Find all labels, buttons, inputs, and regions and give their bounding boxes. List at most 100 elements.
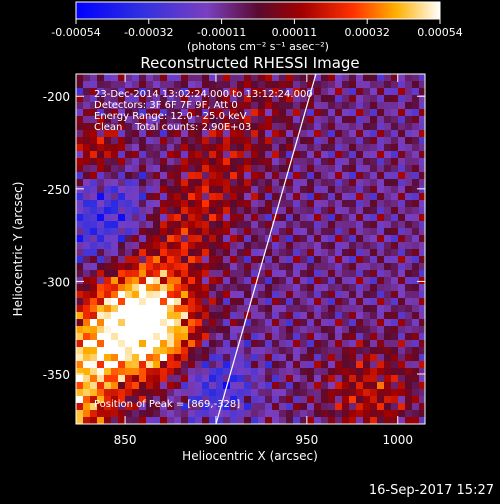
- heatmap-cell: [293, 403, 301, 411]
- heatmap-cell: [307, 382, 315, 390]
- heatmap-cell: [356, 368, 364, 376]
- heatmap-cell: [370, 116, 378, 124]
- heatmap-cell: [293, 375, 301, 383]
- heatmap-cell: [258, 347, 266, 355]
- heatmap-cell: [321, 298, 329, 306]
- heatmap-cell: [167, 319, 175, 327]
- heatmap-cell: [76, 347, 84, 355]
- heatmap-cell: [118, 137, 126, 145]
- heatmap-cell: [104, 165, 112, 173]
- heatmap-cell: [195, 305, 203, 313]
- heatmap-cell: [195, 298, 203, 306]
- heatmap-cell: [356, 172, 364, 180]
- heatmap-cell: [265, 389, 273, 397]
- heatmap-cell: [328, 347, 336, 355]
- heatmap-cell: [272, 368, 280, 376]
- heatmap-cell: [307, 242, 315, 250]
- heatmap-cell: [419, 319, 425, 327]
- heatmap-cell: [139, 193, 147, 201]
- heatmap-cell: [342, 326, 350, 334]
- heatmap-cell: [132, 137, 140, 145]
- heatmap-cell: [405, 319, 413, 327]
- heatmap-cell: [83, 172, 91, 180]
- heatmap-cell: [370, 81, 378, 89]
- y-axis-ticks: -200-250-300-350: [43, 90, 425, 382]
- heatmap-cell: [160, 137, 168, 145]
- heatmap-cell: [125, 214, 133, 222]
- heatmap-cell: [377, 333, 385, 341]
- heatmap-cell: [104, 123, 112, 131]
- heatmap-cell: [244, 74, 252, 82]
- heatmap-cell: [265, 410, 273, 418]
- heatmap-cell: [363, 396, 371, 404]
- heatmap-cell: [419, 326, 425, 334]
- heatmap-cell: [230, 340, 238, 348]
- heatmap-cell: [349, 396, 357, 404]
- heatmap-cell: [342, 165, 350, 173]
- heatmap-cell: [405, 151, 413, 159]
- heatmap-cell: [398, 109, 406, 117]
- heatmap-cell: [181, 116, 189, 124]
- heatmap-cell: [174, 305, 182, 313]
- heatmap-cell: [188, 396, 196, 404]
- heatmap-cell: [279, 270, 287, 278]
- heatmap-cell: [300, 368, 308, 376]
- heatmap-cell: [419, 256, 425, 264]
- heatmap-cell: [279, 130, 287, 138]
- heatmap-cell: [202, 228, 210, 236]
- heatmap-cell: [111, 109, 119, 117]
- heatmap-cell: [146, 137, 154, 145]
- heatmap-cell: [132, 144, 140, 152]
- heatmap-cell: [314, 396, 322, 404]
- heatmap-cell: [160, 81, 168, 89]
- heatmap-cell: [363, 284, 371, 292]
- heatmap-cell: [118, 298, 126, 306]
- heatmap-cell: [349, 417, 357, 424]
- heatmap-cell: [286, 235, 294, 243]
- heatmap-cell: [202, 158, 210, 166]
- heatmap-cell: [188, 291, 196, 299]
- heatmap-cell: [237, 193, 245, 201]
- heatmap-cell: [209, 235, 217, 243]
- heatmap-cell: [321, 389, 329, 397]
- heatmap-cell: [146, 88, 154, 96]
- heatmap-cell: [265, 347, 273, 355]
- heatmap-cell: [223, 228, 231, 236]
- heatmap-cell: [321, 410, 329, 418]
- heatmap-cell: [349, 382, 357, 390]
- heatmap-cell: [300, 340, 308, 348]
- heatmap-cell: [76, 207, 84, 215]
- heatmap-cell: [377, 270, 385, 278]
- heatmap-cell: [223, 305, 231, 313]
- heatmap-cell: [398, 207, 406, 215]
- heatmap-cell: [293, 123, 301, 131]
- heatmap-cell: [181, 214, 189, 222]
- heatmap-cell: [223, 144, 231, 152]
- heatmap-cell: [202, 165, 210, 173]
- heatmap-cell: [370, 340, 378, 348]
- heatmap-cell: [90, 207, 98, 215]
- heatmap-cell: [405, 368, 413, 376]
- heatmap-cell: [293, 109, 301, 117]
- heatmap-cell: [405, 340, 413, 348]
- heatmap-cell: [349, 403, 357, 411]
- heatmap-cell: [195, 389, 203, 397]
- heatmap-cell: [230, 137, 238, 145]
- heatmap-cell: [286, 347, 294, 355]
- heatmap-cell: [195, 137, 203, 145]
- heatmap-cell: [97, 95, 105, 103]
- heatmap-cell: [258, 116, 266, 124]
- heatmap-cell: [300, 109, 308, 117]
- heatmap-cell: [160, 186, 168, 194]
- heatmap-cell: [139, 410, 147, 418]
- heatmap-cell: [328, 403, 336, 411]
- heatmap-cell: [244, 123, 252, 131]
- heatmap-cell: [321, 137, 329, 145]
- heatmap-cell: [412, 410, 420, 418]
- heatmap-cell: [251, 312, 259, 320]
- heatmap-cell: [237, 137, 245, 145]
- heatmap-cell: [265, 340, 273, 348]
- heatmap-cell: [356, 235, 364, 243]
- heatmap-cell: [363, 354, 371, 362]
- heatmap-cell: [272, 319, 280, 327]
